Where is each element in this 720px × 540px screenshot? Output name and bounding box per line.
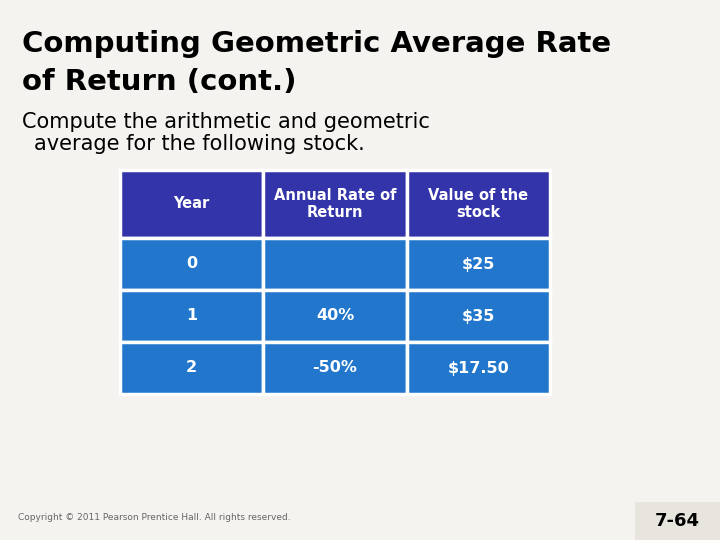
FancyBboxPatch shape [407,290,550,342]
FancyBboxPatch shape [264,290,407,342]
Text: 40%: 40% [316,308,354,323]
Text: 7-64: 7-64 [655,512,700,530]
FancyBboxPatch shape [264,238,407,290]
FancyBboxPatch shape [635,502,720,540]
Text: 2: 2 [186,361,197,375]
Text: $35: $35 [462,308,495,323]
Text: Year: Year [174,197,210,212]
Text: of Return (cont.): of Return (cont.) [22,68,297,96]
Text: 1: 1 [186,308,197,323]
FancyBboxPatch shape [407,238,550,290]
FancyBboxPatch shape [120,290,264,342]
Text: average for the following stock.: average for the following stock. [34,134,365,154]
FancyBboxPatch shape [264,170,407,238]
Text: Value of the
stock: Value of the stock [428,188,528,220]
Text: Annual Rate of
Return: Annual Rate of Return [274,188,396,220]
Text: $25: $25 [462,256,495,272]
FancyBboxPatch shape [120,342,264,394]
Text: -50%: -50% [312,361,357,375]
FancyBboxPatch shape [264,342,407,394]
Text: Computing Geometric Average Rate: Computing Geometric Average Rate [22,30,611,58]
Text: $17.50: $17.50 [447,361,509,375]
Text: Compute the arithmetic and geometric: Compute the arithmetic and geometric [22,112,430,132]
FancyBboxPatch shape [120,170,264,238]
FancyBboxPatch shape [120,238,264,290]
FancyBboxPatch shape [407,342,550,394]
Text: Copyright © 2011 Pearson Prentice Hall. All rights reserved.: Copyright © 2011 Pearson Prentice Hall. … [18,513,291,522]
Text: 0: 0 [186,256,197,272]
FancyBboxPatch shape [407,170,550,238]
